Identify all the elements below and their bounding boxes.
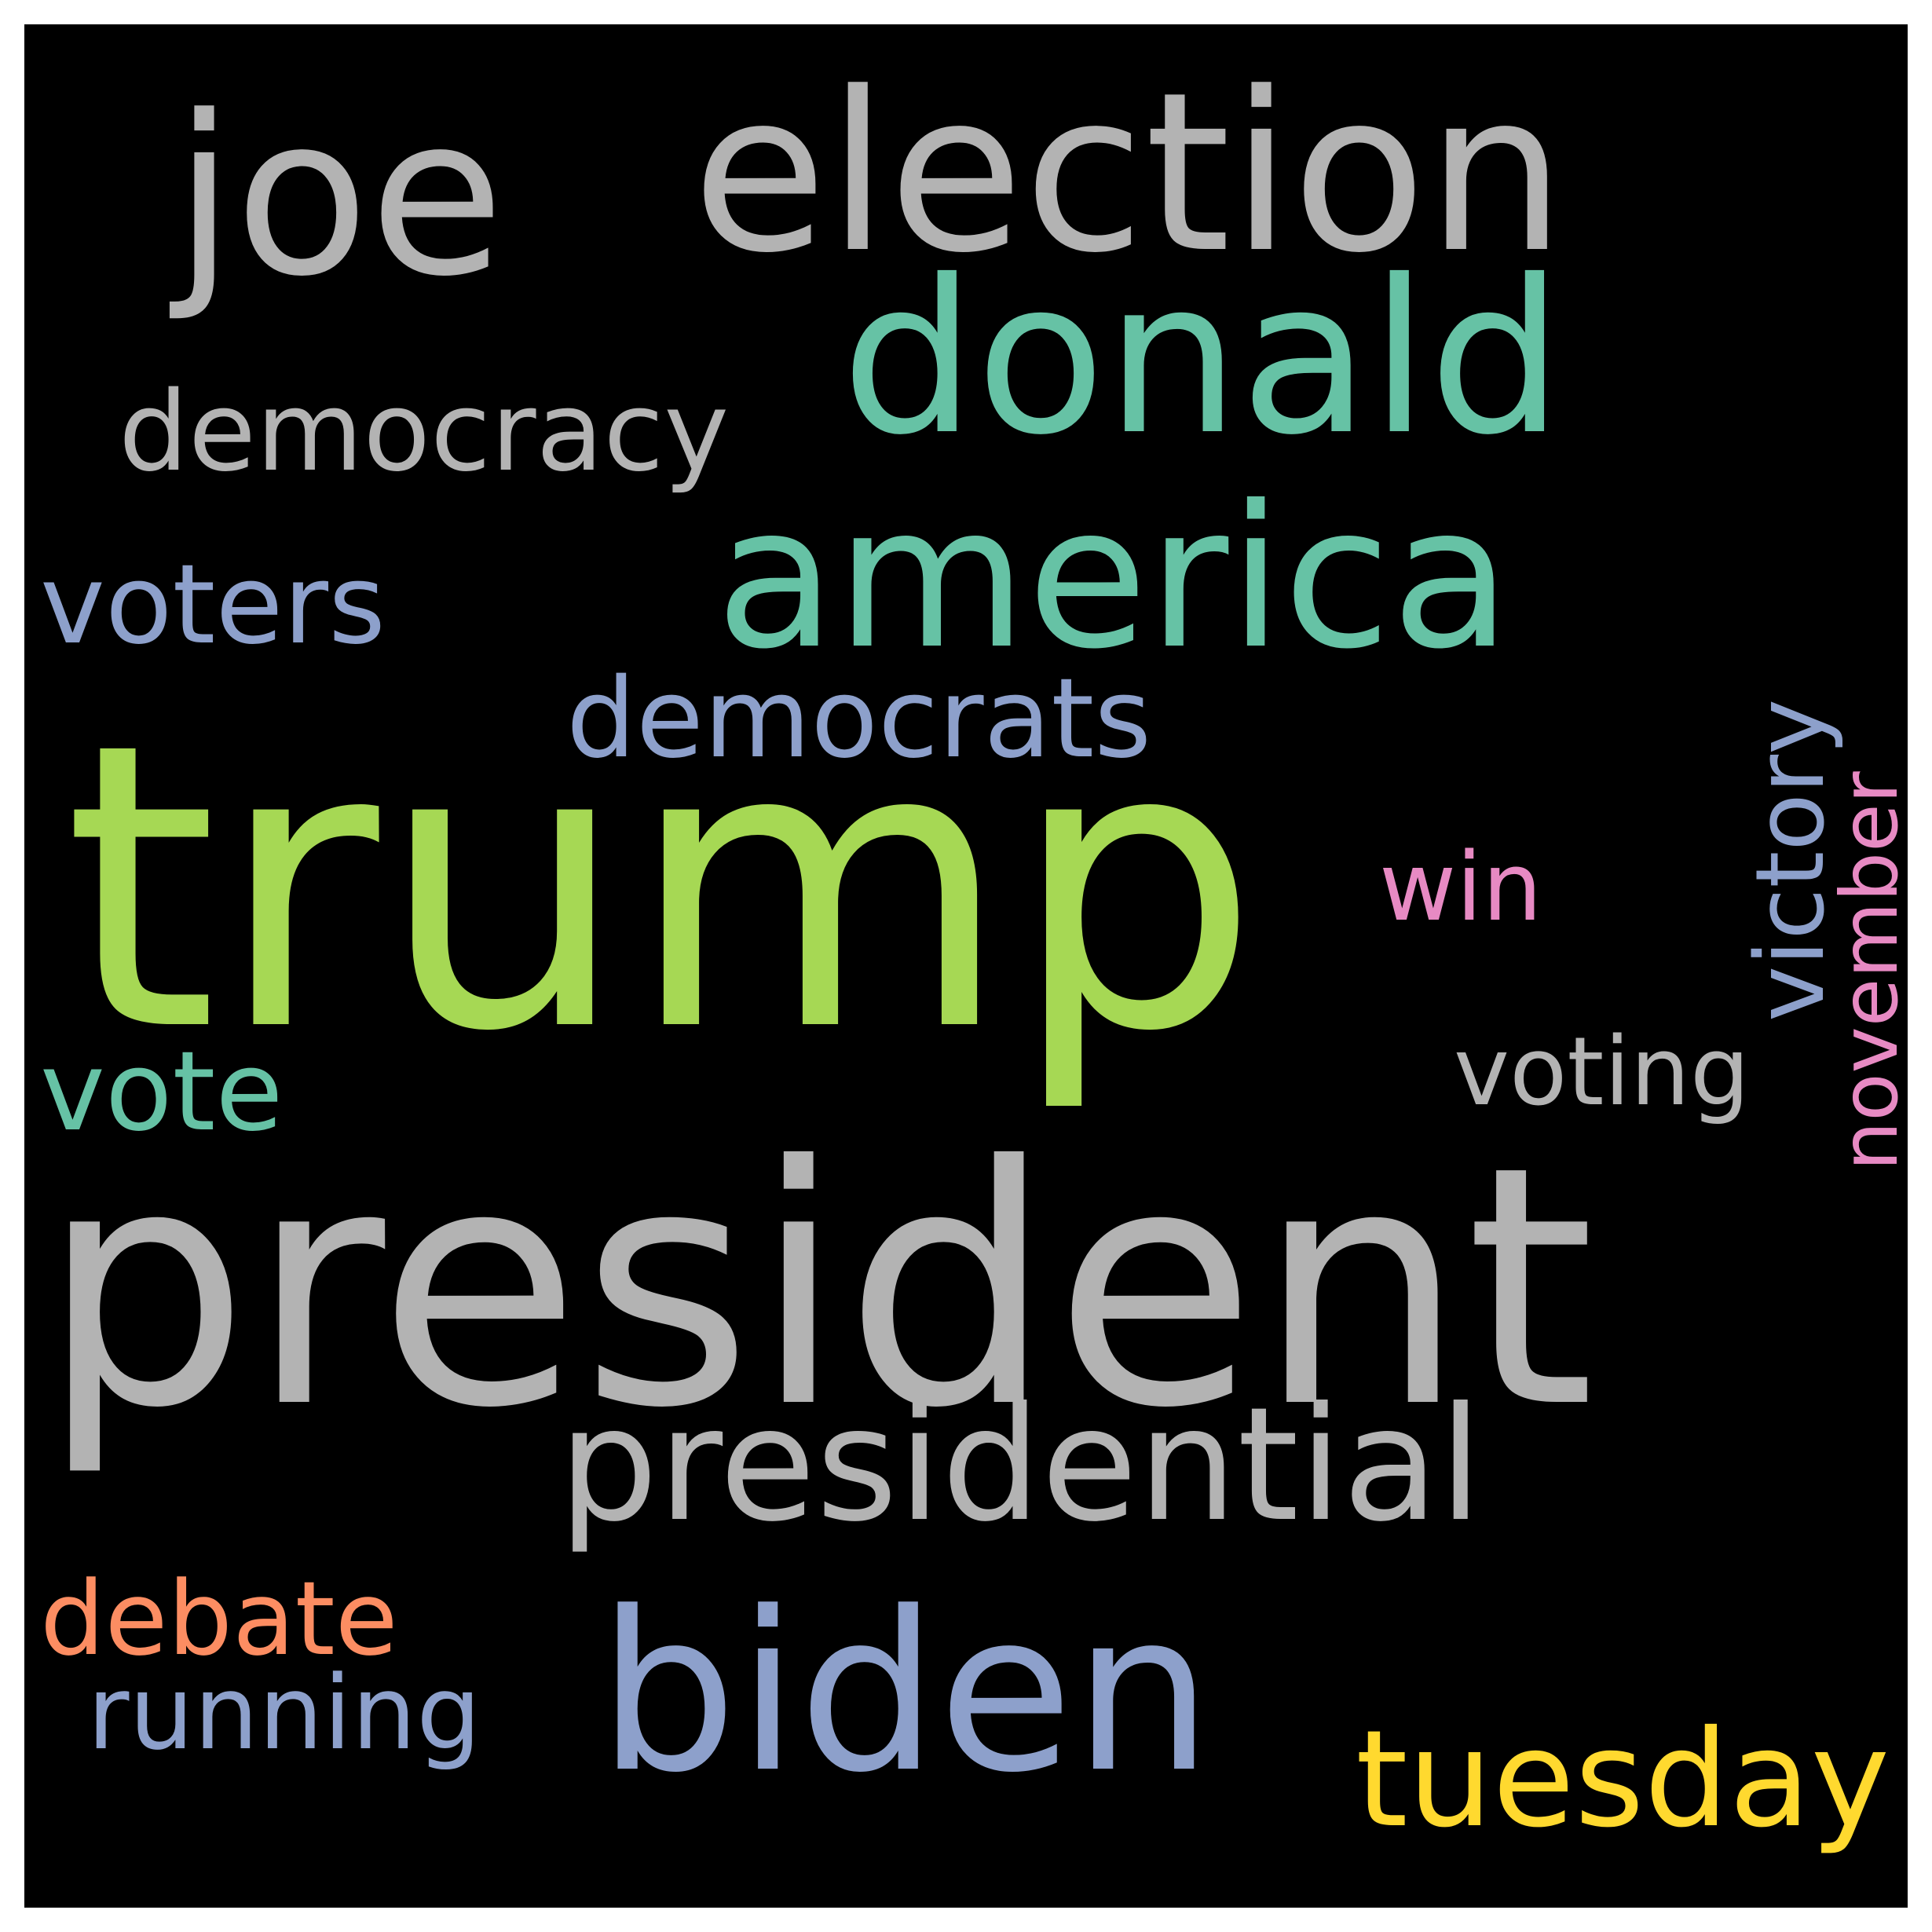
word-win: win xyxy=(1379,833,1542,942)
word-election: election xyxy=(692,46,1566,302)
word-president: president xyxy=(40,1096,1595,1480)
word-november: november xyxy=(1824,771,1908,1171)
word-voters: voters xyxy=(40,541,386,669)
word-donald: donald xyxy=(841,234,1564,481)
word-joe: joe xyxy=(174,69,505,325)
word-voting: voting xyxy=(1454,1018,1751,1127)
word-democrats: democrats xyxy=(566,655,1152,783)
word-running: running xyxy=(87,1653,481,1773)
word-presidential: presidential xyxy=(558,1374,1483,1557)
word-trump: trump xyxy=(64,660,1260,1117)
word-biden: biden xyxy=(598,1565,1213,1821)
word-cloud: joe election donald democracy america vo… xyxy=(24,24,1908,1908)
word-america: america xyxy=(715,463,1512,692)
word-democracy: democracy xyxy=(119,368,730,496)
word-tuesday: tuesday xyxy=(1356,1702,1890,1857)
word-debate: debate xyxy=(40,1559,398,1678)
word-vote: vote xyxy=(40,1028,284,1156)
